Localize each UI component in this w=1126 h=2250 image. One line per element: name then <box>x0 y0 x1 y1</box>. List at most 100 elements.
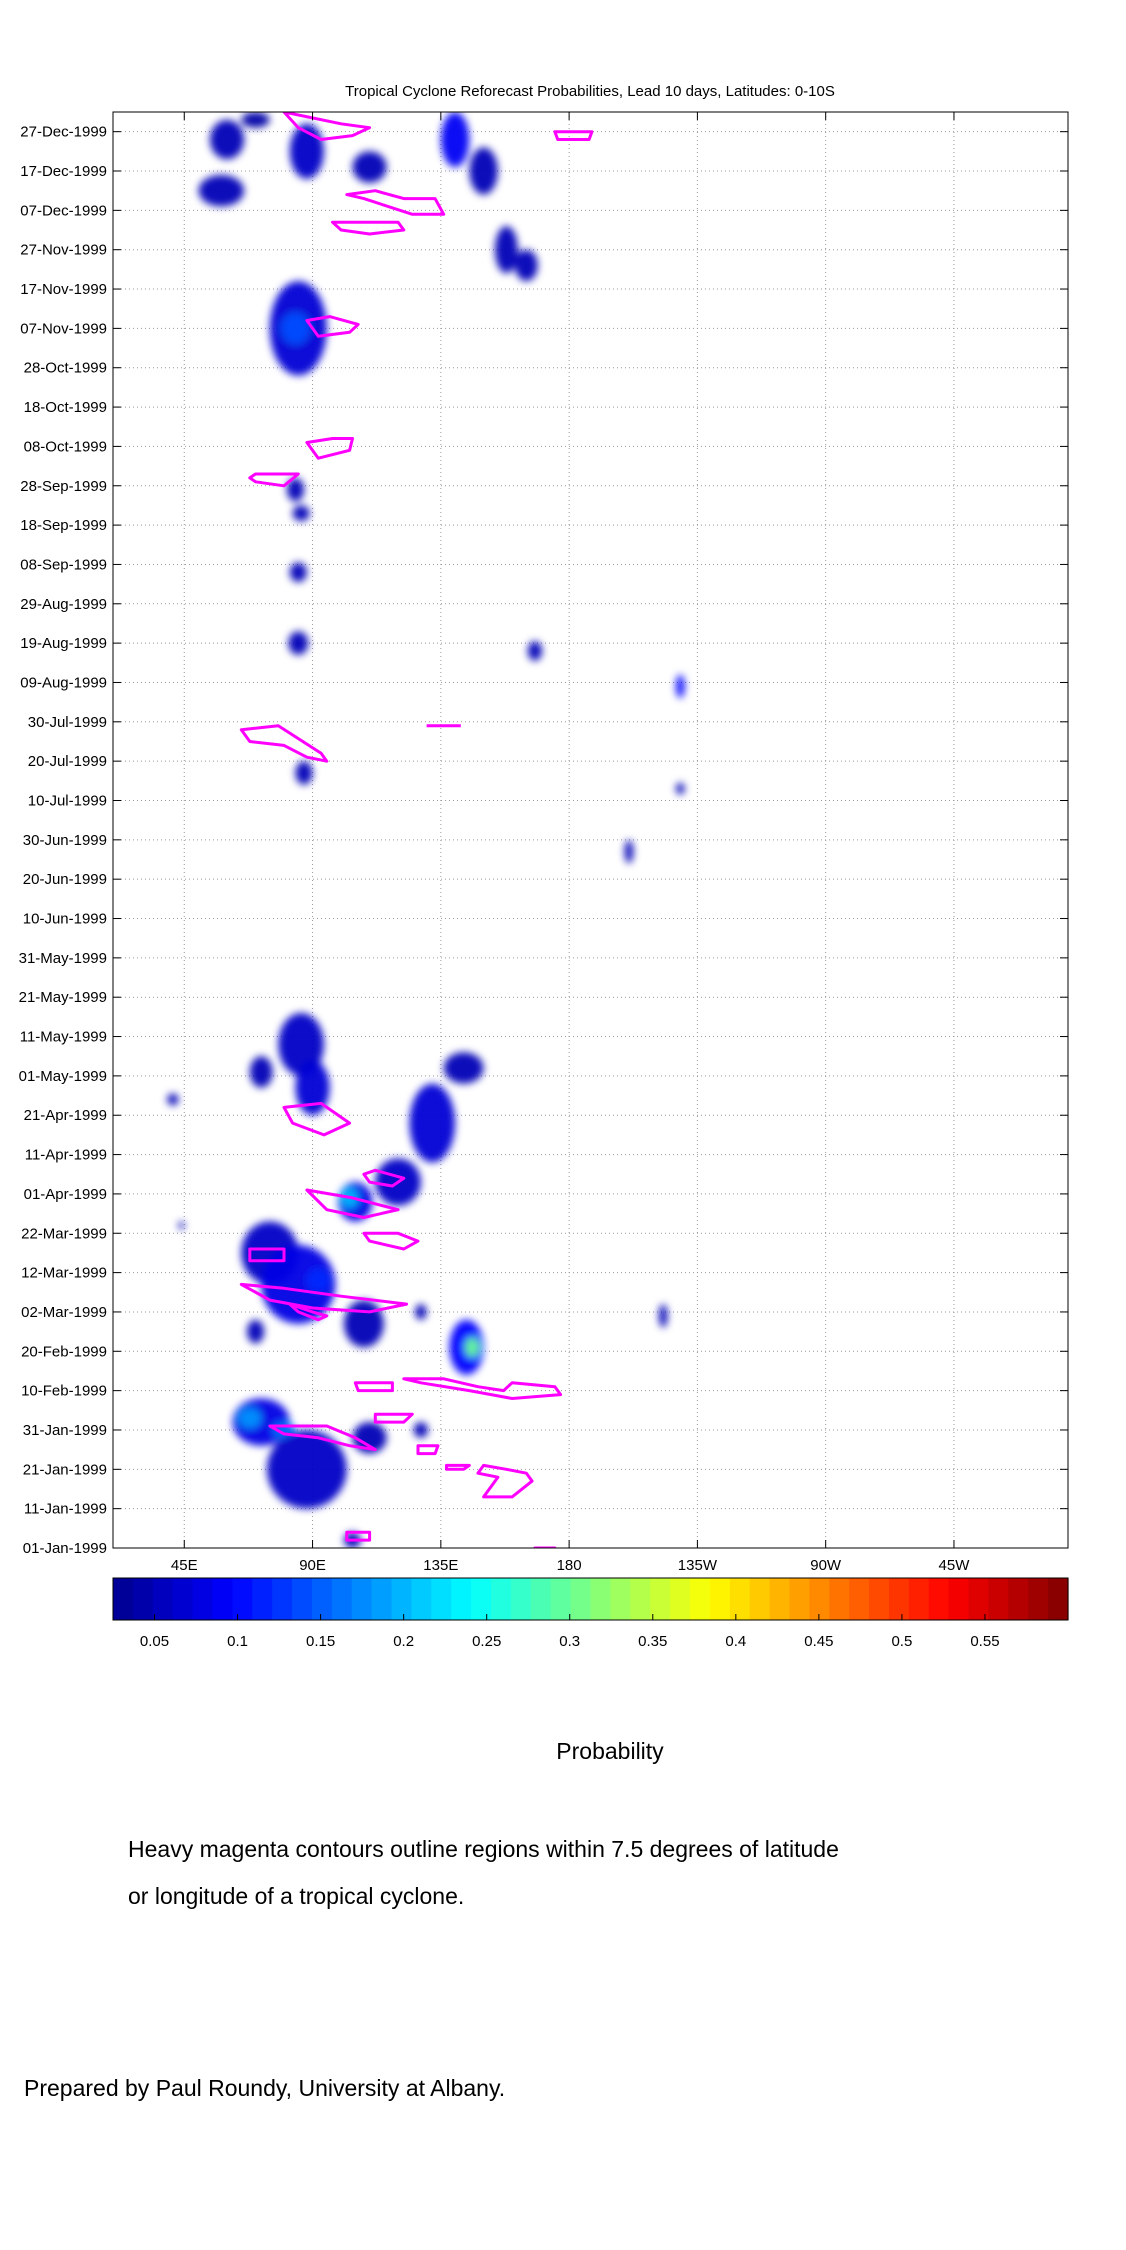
colorbar-tick-label: 0.4 <box>725 1633 746 1650</box>
y-tick-label: 19-Aug-1999 <box>20 635 107 652</box>
y-tick-label: 11-Apr-1999 <box>25 1147 107 1164</box>
colorbar-segment <box>391 1578 413 1620</box>
colorbar-segment <box>530 1578 552 1620</box>
colorbar-segment <box>252 1578 273 1620</box>
probability-blob <box>289 562 307 583</box>
credit-text: Prepared by Paul Roundy, University at A… <box>24 2075 506 2101</box>
colorbar-segment <box>451 1578 472 1620</box>
colorbar-segment <box>769 1578 791 1620</box>
note-line: Heavy magenta contours outline regions w… <box>128 1836 839 1862</box>
probability-blob <box>527 641 543 661</box>
colorbar-segment <box>550 1578 572 1620</box>
tc-contour <box>402 1377 563 1400</box>
probability-blob <box>415 1304 427 1320</box>
colorbar-segment <box>650 1578 671 1620</box>
probability-blob <box>352 151 387 183</box>
probability-blob <box>658 1304 668 1328</box>
colorbar-tick-label: 0.55 <box>970 1633 999 1650</box>
tc-contour <box>362 1231 420 1251</box>
colorbar-segment <box>849 1578 870 1620</box>
probability-blob <box>281 312 310 345</box>
colorbar-segment <box>968 1578 990 1620</box>
y-tick-label: 07-Nov-1999 <box>20 320 107 337</box>
y-tick-label: 22-Mar-1999 <box>21 1225 107 1242</box>
y-tick-label: 27-Dec-1999 <box>20 124 107 141</box>
y-tick-label: 02-Mar-1999 <box>21 1304 107 1321</box>
y-tick-label: 10-Feb-1999 <box>21 1383 107 1400</box>
y-tick-label: 21-Jan-1999 <box>23 1461 107 1478</box>
y-tick-label: 11-Jan-1999 <box>24 1501 107 1518</box>
colorbar-segment <box>789 1578 810 1620</box>
tc-contour <box>268 1424 377 1452</box>
colorbar-segment <box>331 1578 353 1620</box>
contour-note: Heavy magenta contours outline regions w… <box>128 1826 1028 1920</box>
colorbar-segment <box>491 1578 512 1620</box>
probability-blob <box>246 1319 265 1344</box>
probability-blob <box>295 761 313 785</box>
tc-contour <box>305 1188 400 1219</box>
chart-title: Tropical Cyclone Reforecast Probabilitie… <box>345 83 835 100</box>
probability-blob <box>278 1012 324 1076</box>
colorbar-segment <box>928 1578 950 1620</box>
colorbar: 0.05 0.1 0.15 0.2 0.25 0.3 0.35 0.4 0.45 0.5 0.55 <box>112 1577 1069 1650</box>
probability-blob <box>495 226 518 274</box>
y-tick-label: 31-May-1999 <box>19 950 107 967</box>
y-tick-label: 21-May-1999 <box>19 989 107 1006</box>
colorbar-segment <box>670 1578 691 1620</box>
probability-blob <box>238 1408 262 1429</box>
probability-blob <box>443 1052 484 1084</box>
plot-frame <box>112 111 1069 1549</box>
tc-contour <box>305 315 360 338</box>
y-tick-label: 07-Dec-1999 <box>20 202 107 219</box>
y-tick-label: 18-Oct-1999 <box>24 399 107 416</box>
tc-contour <box>476 1463 534 1499</box>
y-tick-label: 27-Nov-1999 <box>20 242 107 259</box>
colorbar-tick-label: 0.15 <box>306 1633 335 1650</box>
tc-contours <box>239 112 594 1548</box>
probability-blob <box>469 147 498 195</box>
y-tick-label: 08-Sep-1999 <box>20 556 107 573</box>
probability-blob <box>352 1422 387 1454</box>
colorbar-segment <box>311 1578 333 1620</box>
colorbar-segment <box>869 1578 890 1620</box>
colorbar-segment <box>630 1578 651 1620</box>
colorbar-tick-label: 0.45 <box>804 1633 833 1650</box>
probability-blob <box>241 112 270 128</box>
y-tick-label: 01-Apr-1999 <box>24 1186 107 1203</box>
colorbar-segment <box>829 1578 850 1620</box>
colorbar-tick-label: 0.5 <box>891 1633 912 1650</box>
y-tick-label: 20-Jul-1999 <box>28 753 107 770</box>
y-tick-label: 11-May-1999 <box>20 1029 107 1046</box>
probability-blob <box>343 1300 384 1348</box>
y-tick-label: 31-Jan-1999 <box>23 1422 107 1439</box>
probability-blob <box>178 1221 185 1230</box>
colorbar-segment <box>610 1578 631 1620</box>
y-tick-label: 30-Jun-1999 <box>23 832 107 849</box>
colorbar-tick-label: 0.2 <box>393 1633 414 1650</box>
tc-contour <box>239 724 329 763</box>
y-tick-label: 10-Jul-1999 <box>28 792 107 809</box>
colorbar-segment <box>709 1578 731 1620</box>
colorbar-segment <box>1028 1578 1049 1620</box>
colorbar-segment <box>212 1578 233 1620</box>
probability-field <box>167 112 685 1548</box>
y-axis: 01-Jan-1999 11-Jan-1999 21-Jan-1999 31-Jan-… <box>19 124 1068 1557</box>
probability-blob <box>266 1429 347 1509</box>
tc-contour <box>533 1546 557 1548</box>
colorbar-segment <box>1008 1578 1029 1620</box>
colorbar-tick-label: 0.3 <box>559 1633 580 1650</box>
colorbar-segment <box>948 1578 970 1620</box>
colorbar-segment <box>689 1578 711 1620</box>
colorbar-segment <box>471 1578 492 1620</box>
tc-contour <box>353 1381 394 1393</box>
probability-blob <box>249 1056 273 1088</box>
y-tick-label: 20-Feb-1999 <box>21 1343 107 1360</box>
colorbar-segment <box>729 1578 751 1620</box>
y-tick-label: 01-Jan-1999 <box>23 1540 107 1557</box>
colorbar-tick-label: 0.05 <box>140 1633 169 1650</box>
probability-blob <box>292 505 310 522</box>
probability-blob <box>286 477 304 502</box>
y-tick-label: 10-Jun-1999 <box>23 911 107 928</box>
colorbar-segment <box>510 1578 532 1620</box>
